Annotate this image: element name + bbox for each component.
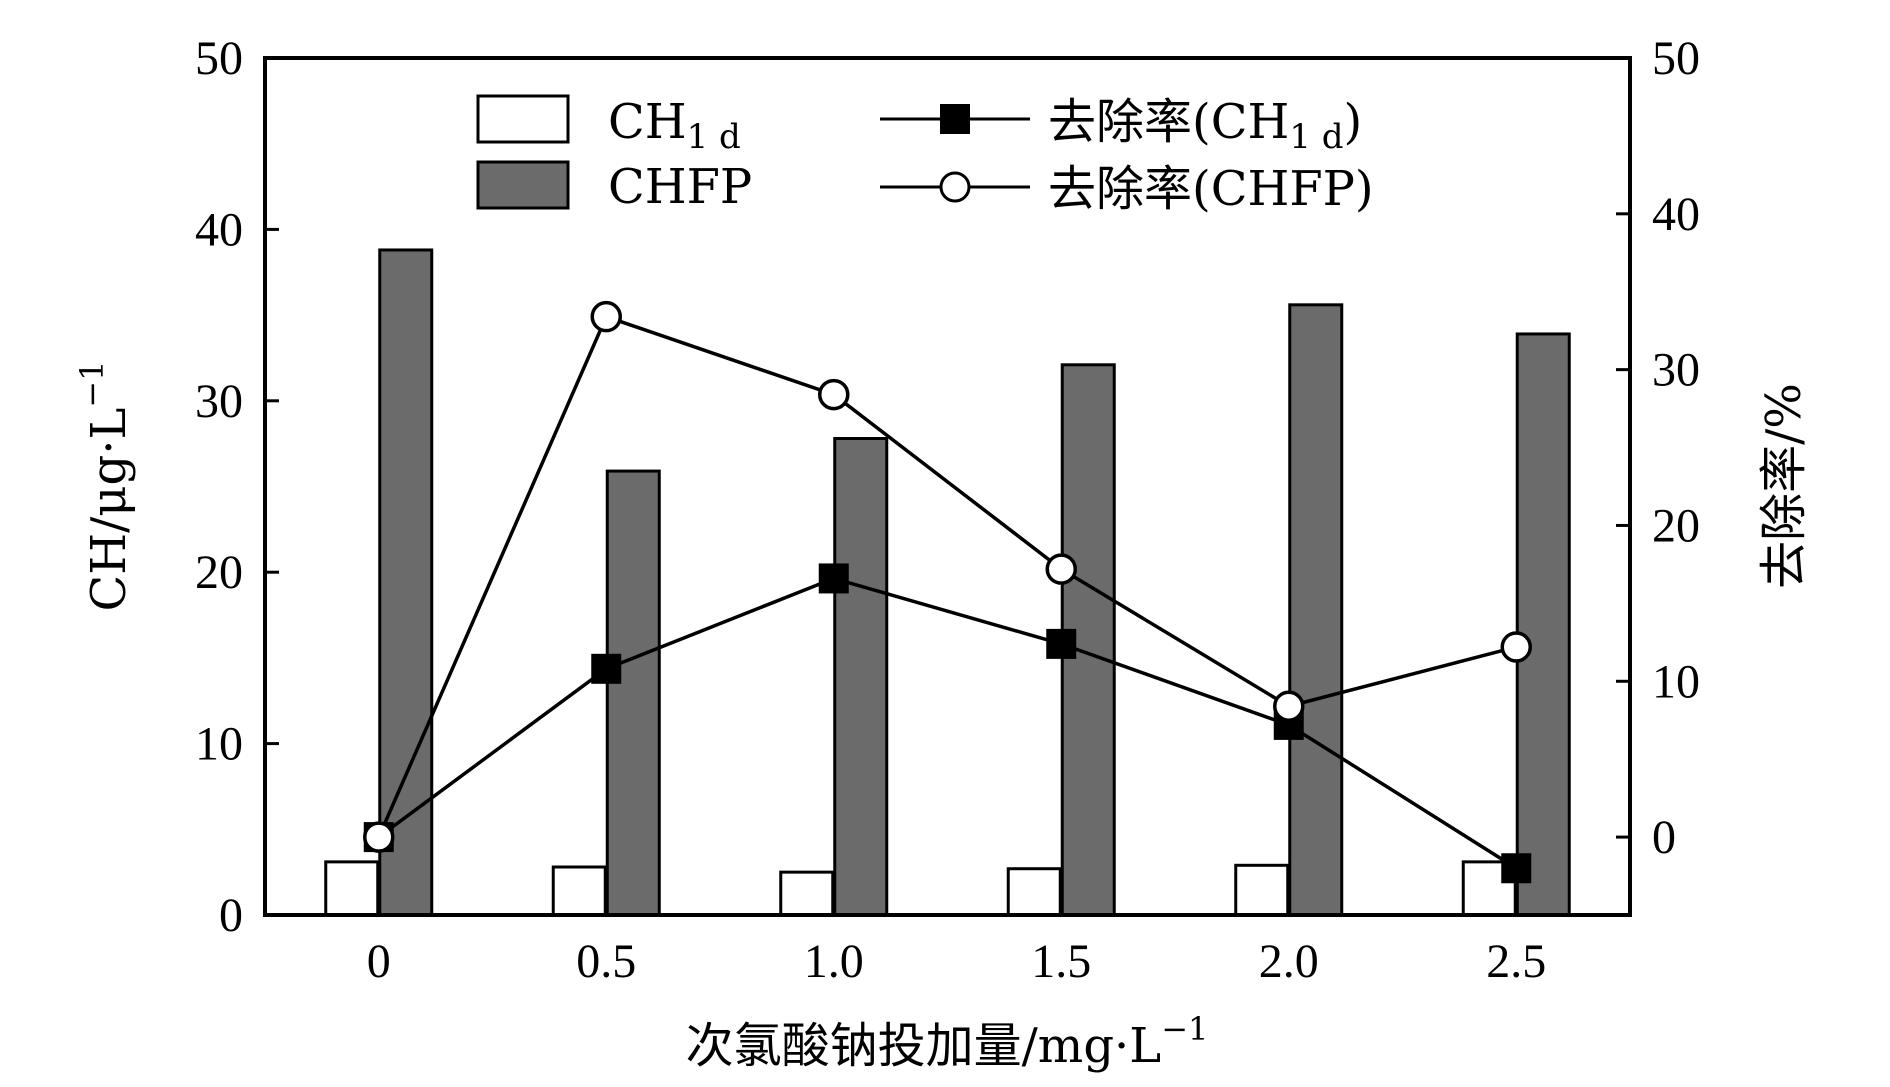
bar-ch1d-4: [1234, 863, 1290, 917]
marker-removal-chfp-0: [363, 821, 395, 853]
marker-removal-ch1d-5: [1501, 853, 1532, 884]
y-left-tick-label-5: 50: [195, 32, 243, 85]
legend-swatch-ch1d: [476, 94, 570, 144]
bar-chfp-2: [833, 437, 889, 917]
y-left-tick-label-1: 10: [195, 718, 243, 771]
x-tick-label-3: 1.5: [1031, 935, 1091, 988]
x-tick-label-5: 2.5: [1486, 935, 1546, 988]
line-removal-chfp: [377, 314, 1517, 838]
y-right-tick-label-1: 10: [1652, 655, 1700, 708]
x-tick-label-4: 2.0: [1259, 935, 1319, 988]
x-axis-label: 次氯酸钠投加量/mg·L−1: [686, 1010, 1209, 1074]
y-right-tick-label-4: 40: [1652, 188, 1700, 241]
lines-layer: [363, 300, 1532, 884]
bar-ch1d-2: [779, 870, 835, 917]
legend-marker-removal-ch1d: [940, 104, 970, 134]
legend-label-removal-chfp: 去除率(CHFP): [1048, 161, 1374, 217]
legend-label-chfp: CHFP: [608, 159, 752, 215]
marker-removal-ch1d-3: [1046, 628, 1077, 659]
y-left-tick-label-4: 40: [195, 203, 243, 256]
y-right-tick-label-5: 50: [1652, 32, 1700, 85]
line-removal-ch1d: [377, 576, 1518, 870]
marker-removal-chfp-2: [818, 378, 850, 411]
bar-chfp-4: [1288, 303, 1344, 917]
marker-removal-chfp-1: [590, 300, 622, 333]
bar-ch1d-0: [324, 860, 380, 917]
ticks-layer: 0 10 20 30 40 50 0 10 20 30 40 50 0 0.5 1.0 1.5 2.0 2.5: [195, 32, 1700, 988]
y-left-tick-label-2: 20: [195, 546, 243, 599]
legend: CH1 d CHFP 去除率(CH1 d) 去除率(CHFP): [476, 94, 1374, 217]
legend-marker-removal-chfp: [939, 171, 971, 203]
legend-swatch-chfp: [476, 160, 570, 210]
marker-removal-chfp-5: [1500, 631, 1532, 663]
bar-chfp-5: [1515, 332, 1571, 917]
y-axis-label-right: 去除率/%: [1756, 383, 1812, 589]
y-left-tick-label-3: 30: [195, 375, 243, 428]
legend-label-ch1d: CH1 d: [608, 94, 741, 157]
y-right-tick-label-3: 30: [1652, 344, 1700, 397]
y-right-tick-label-2: 20: [1652, 499, 1700, 552]
bar-ch1d-3: [1006, 867, 1062, 917]
plot-frame: [263, 56, 1632, 917]
bars-layer: [324, 248, 1571, 917]
y-left-tick-label-0: 0: [219, 889, 243, 942]
marker-removal-ch1d-1: [591, 653, 622, 684]
marker-removal-chfp-4: [1273, 690, 1305, 722]
legend-label-removal-ch1d: 去除率(CH1 d): [1048, 94, 1362, 157]
x-tick-label-1: 0.5: [576, 935, 636, 988]
y-right-tick-label-0: 0: [1652, 811, 1676, 864]
bar-ch1d-1: [551, 865, 607, 917]
x-tick-label-0: 0: [367, 935, 391, 988]
marker-removal-chfp-3: [1045, 553, 1077, 585]
bar-chfp-1: [605, 469, 661, 917]
y-axis-label-left: CH/μg·L−1: [73, 361, 137, 612]
marker-removal-ch1d-2: [818, 563, 849, 594]
x-tick-label-2: 1.0: [804, 935, 864, 988]
